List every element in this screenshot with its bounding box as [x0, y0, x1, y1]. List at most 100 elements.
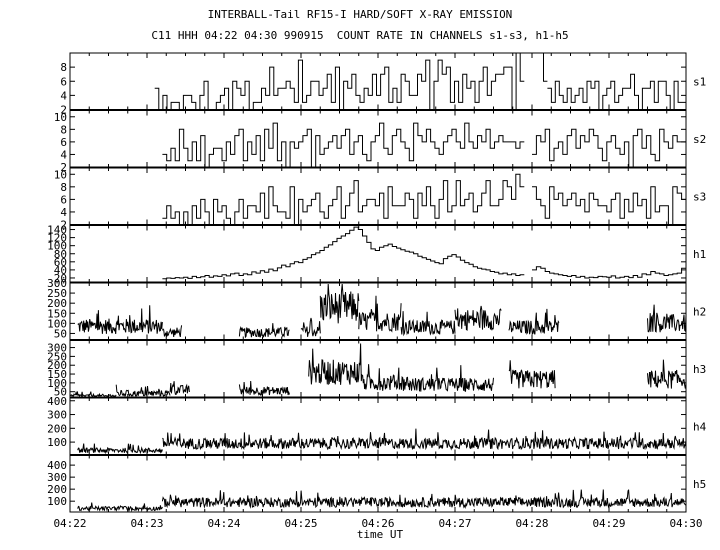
y-tick-label: 6: [60, 136, 67, 149]
series-h2-line: [161, 325, 183, 338]
y-tick-label: 200: [47, 359, 67, 372]
series-h3-line: [169, 381, 190, 395]
series-s1-line: [547, 73, 686, 110]
y-tick-label: 4: [60, 89, 67, 102]
x-tick-label: 04:27: [438, 517, 471, 530]
panel-s1: 2 468 s1: [60, 52, 706, 117]
y-tick-label: 200: [47, 422, 67, 435]
series-h1-line: [162, 226, 525, 280]
series-h2-line: [319, 283, 360, 324]
y-tick-label: 140: [47, 224, 67, 237]
series-h3-line: [238, 380, 290, 397]
y-tick-label: 400: [47, 395, 67, 408]
x-axis: 04:22 04:23 04:24 04:25 04:26 04:27 04:28 04:29…: [53, 517, 702, 530]
x-tick-label: 04:29: [592, 517, 625, 530]
series-s2-line: [162, 122, 525, 168]
y-tick-label: 250: [47, 350, 67, 363]
y-tick-label: 10: [54, 111, 67, 124]
series-h2-line: [238, 323, 290, 339]
series-h3-line: [508, 360, 556, 389]
y-tick-label: 250: [47, 287, 67, 300]
panel-label-h1: h1: [693, 248, 706, 261]
y-tick-label: 2: [60, 161, 67, 174]
series-h2-line: [400, 311, 456, 337]
series-s2-line: [532, 128, 686, 168]
y-tick-label: 6: [60, 193, 67, 206]
chart-subtitle: C11 HHH 04:22 04:30 990915 COUNT RATE IN…: [151, 29, 569, 42]
series-h2-line: [300, 317, 321, 337]
panel-label-h2: h2: [693, 305, 706, 318]
series-h3-line: [408, 365, 494, 392]
y-tick-label: 50: [54, 327, 67, 340]
series-h3-line: [308, 343, 363, 386]
series-h2-line: [77, 305, 163, 335]
y-tick-label: 100: [47, 377, 67, 390]
y-tick-label: 200: [47, 483, 67, 496]
y-tick-label: 50: [54, 386, 67, 399]
y-tick-label: 200: [47, 297, 67, 310]
y-tick-label: 100: [47, 240, 67, 253]
y-tick-label: 100: [47, 495, 67, 508]
x-tick-label: 04:25: [284, 517, 317, 530]
y-tick-label: 300: [47, 409, 67, 422]
panel-label-h3: h3: [693, 363, 706, 376]
x-tick-label: 04:26: [361, 517, 394, 530]
panel-label-h4: h4: [693, 420, 707, 433]
y-tick-label: 40: [54, 264, 67, 277]
y-tick-label: 8: [60, 181, 67, 194]
x-tick-label: 04:24: [207, 517, 240, 530]
series-h3-line: [115, 384, 171, 397]
series-h5-line: [161, 489, 687, 510]
y-tick-label: 4: [60, 206, 67, 219]
y-tick-label: 8: [60, 61, 67, 74]
y-tick-label: 2: [60, 219, 67, 232]
series-s1-line: [539, 52, 548, 82]
x-tick-label: 04:23: [130, 517, 163, 530]
series-h2-line: [454, 305, 502, 331]
series-h3-line: [69, 390, 117, 398]
y-tick-label: 100: [47, 436, 67, 449]
series-h2-line: [358, 295, 402, 333]
y-tick-label: 8: [60, 123, 67, 136]
x-tick-label: 04:22: [53, 517, 86, 530]
y-tick-label: 150: [47, 307, 67, 320]
panel-frame: [69, 225, 687, 283]
y-tick-label: 300: [47, 471, 67, 484]
series-h3-line: [362, 364, 410, 391]
panel-label-s2: s2: [693, 133, 706, 146]
series-s3-line: [532, 186, 686, 225]
panel-label-s3: s3: [693, 190, 706, 203]
y-tick-label: 400: [47, 459, 67, 472]
y-tick-label: 4: [60, 148, 67, 161]
y-tick-label: 6: [60, 75, 67, 88]
panel-label-h5: h5: [693, 478, 706, 491]
series-h3-line: [647, 359, 687, 389]
series-h4-line: [162, 428, 687, 451]
y-tick-label: 10: [54, 168, 67, 181]
series-s1-line: [154, 52, 525, 110]
y-tick-label: 60: [54, 256, 67, 269]
y-tick-label: 150: [47, 368, 67, 381]
series-h4-line: [77, 443, 163, 455]
y-tick-label: 300: [47, 277, 67, 290]
x-tick-label: 04:30: [669, 517, 702, 530]
series-h2-line: [508, 308, 560, 335]
y-tick-label: 100: [47, 317, 67, 330]
y-tick-label: 2: [60, 104, 67, 117]
panel-label-s1: s1: [693, 75, 706, 88]
panel-frame: [69, 110, 687, 168]
y-tick-label: 20: [54, 272, 67, 285]
chart-title: INTERBALL-Tail RF15-I HARD/SOFT X-RAY EM…: [207, 8, 513, 21]
series-h5-line: [77, 502, 163, 513]
panels-group: 2468s1246810s2246810s320406080100120140h…: [47, 52, 707, 513]
y-tick-label: 120: [47, 232, 67, 245]
series-h1-line: [532, 266, 686, 279]
